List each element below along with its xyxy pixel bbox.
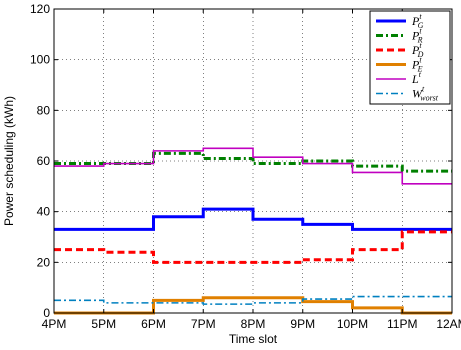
- series-line-PG: [54, 207, 452, 231]
- y-tick-label: 80: [37, 103, 51, 117]
- x-tick-label: 12AM: [436, 317, 461, 331]
- series-line-W: [54, 295, 452, 305]
- legend-label-L: Lt: [411, 70, 422, 86]
- legend-label-PE: Pt E: [411, 56, 423, 74]
- legend-label-PD: Pt D: [411, 41, 424, 59]
- series-line-L: [54, 147, 452, 185]
- series-layer: [54, 147, 452, 315]
- legend-sup: t: [422, 85, 425, 94]
- y-tick-label: 20: [37, 255, 51, 269]
- legend-box: [369, 10, 451, 105]
- y-axis-label: Power scheduling (kWh): [2, 96, 16, 226]
- y-tick-label: 40: [37, 205, 51, 219]
- legend-main: P: [411, 58, 420, 72]
- x-axis-label: Time slot: [229, 332, 278, 346]
- y-tick-label: 60: [37, 154, 51, 168]
- legend-sub: D: [417, 50, 424, 59]
- legend-sub: R: [417, 36, 423, 45]
- x-tick-label: 7PM: [191, 317, 216, 331]
- x-tick-label: 5PM: [91, 317, 116, 331]
- legend-sup: t: [419, 70, 422, 79]
- legend-sup: t: [419, 12, 422, 21]
- legend-label-PR: Pt R: [411, 27, 423, 45]
- legend-main: P: [411, 14, 420, 28]
- legend-sup: t: [419, 56, 422, 65]
- x-tick-label: 9PM: [290, 317, 315, 331]
- legend-label-PG: Pt G: [411, 12, 424, 30]
- x-tick-label: 8PM: [241, 317, 266, 331]
- y-tick-label: 0: [43, 306, 50, 320]
- x-tick-label: 4PM: [42, 317, 67, 331]
- series-line-PD: [54, 230, 452, 264]
- legend-label-W: Wt worst: [412, 85, 439, 103]
- x-tick-label: 11PM: [387, 317, 417, 331]
- legend-sup: t: [419, 41, 422, 50]
- legend-main: W: [412, 87, 423, 101]
- x-tick-label: 6PM: [141, 317, 166, 331]
- legend-main: P: [411, 29, 420, 43]
- legend-sub: E: [417, 65, 423, 74]
- ticks: 4PM 5PM 6PM 7PM 8PM 9PM 10PM 11PM 12AM 0 20 40 60 80 1…: [30, 2, 461, 331]
- legend-sub: worst: [420, 94, 439, 103]
- legend-main: P: [411, 43, 420, 57]
- y-tick-label: 120: [30, 2, 50, 16]
- y-tick-label: 100: [30, 53, 50, 67]
- legend-sup: t: [419, 27, 422, 36]
- x-tick-label: 10PM: [337, 317, 368, 331]
- legend-main: L: [411, 72, 419, 86]
- legend-sub: G: [418, 21, 424, 30]
